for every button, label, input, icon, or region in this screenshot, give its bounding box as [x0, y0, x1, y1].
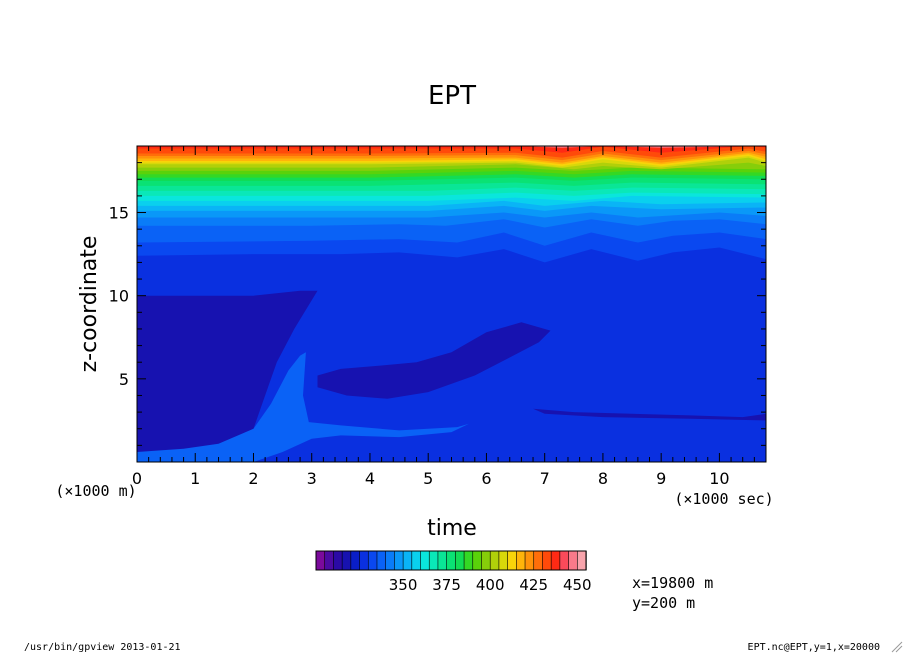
contour-band-455: [137, 146, 766, 148]
colorbar-swatch: [333, 550, 343, 571]
contour-field: [137, 129, 766, 462]
annotation-y: y=200 m: [632, 594, 695, 612]
chart-title: EPT: [428, 81, 476, 111]
colorbar-swatch: [550, 550, 561, 571]
annotation-x: x=19800 m: [632, 574, 713, 592]
colorbar-swatch: [420, 550, 430, 571]
colorbar-swatch: [524, 550, 535, 571]
x-tick-label: 5: [423, 469, 433, 488]
axes: 0 1 2 3 4 5 6 7 8 9 10 5 10 15: [109, 145, 767, 488]
colorbar-swatch: [411, 550, 422, 571]
colorbar-swatch: [315, 550, 326, 571]
region-mid-pool: [317, 322, 551, 399]
colorbar-swatch: [533, 550, 544, 571]
y-axis-unit: (×1000 m): [55, 482, 136, 500]
colorbar-swatch: [542, 550, 552, 571]
contour-band-445: [137, 146, 766, 158]
y-tick-label: 10: [109, 287, 129, 306]
colorbar-swatch: [568, 550, 578, 571]
colorbar-swatch: [455, 550, 465, 571]
colorbar-tick-label: 350: [389, 576, 418, 594]
x-axis-label: time: [427, 516, 477, 541]
region-low-pool: [533, 408, 766, 421]
colorbar-swatch: [481, 550, 491, 571]
colorbar: 350 375 400 425 450: [315, 550, 592, 594]
colorbar-swatch: [507, 550, 518, 571]
colorbar-tick-label: 450: [563, 576, 592, 594]
x-tick-label: 2: [248, 469, 258, 488]
x-tick-label: 1: [190, 469, 200, 488]
above-top-blank: [137, 129, 766, 146]
x-tick-label: 7: [540, 469, 550, 488]
colorbar-swatch: [516, 550, 526, 571]
x-tick-label: 4: [365, 469, 375, 488]
y-tick-label: 5: [119, 370, 129, 389]
colorbar-swatch: [402, 550, 413, 571]
y-axis-label: z-coordinate: [77, 236, 102, 373]
x-tick-label: 0: [132, 469, 142, 488]
colorbar-swatch: [437, 550, 448, 571]
colorbar-swatch: [576, 550, 587, 571]
colorbar-swatch: [498, 550, 509, 571]
colorbar-swatch: [376, 550, 387, 571]
footer-left: /usr/bin/gpview 2013-01-21: [24, 642, 181, 653]
x-tick-label: 6: [481, 469, 491, 488]
region-warm-surface-layer: [137, 352, 469, 462]
colorbar-swatch: [359, 550, 369, 571]
x-tick-label: 9: [656, 469, 666, 488]
colorbar-swatch: [385, 550, 396, 571]
colorbar-tick-label: 400: [476, 576, 505, 594]
colorbar-tick-label: 425: [519, 576, 548, 594]
colorbar-frame: [315, 550, 587, 571]
resize-grip-icon[interactable]: [891, 641, 903, 653]
colorbar-tick-label: 375: [432, 576, 461, 594]
colorbar-swatch: [489, 550, 500, 571]
colorbar-swatch: [428, 550, 439, 571]
y-tick-label: 15: [109, 204, 129, 223]
colorbar-swatch: [446, 550, 457, 571]
x-tick-label: 8: [598, 469, 608, 488]
colorbar-swatch: [341, 550, 352, 571]
colorbar-swatch: [472, 550, 483, 571]
colorbar-swatch: [367, 550, 378, 571]
colorbar-swatch: [350, 550, 361, 571]
x-tick-label: 3: [307, 469, 317, 488]
contour-band-450: [137, 146, 766, 153]
region-cold-pool-lower: [137, 290, 318, 456]
colorbar-swatch: [324, 550, 335, 571]
colorbar-swatch: [559, 550, 570, 571]
x-tick-label: 10: [709, 469, 729, 488]
x-axis-unit: (×1000 sec): [674, 490, 773, 508]
colorbar-swatch: [463, 550, 474, 571]
footer-right: EPT.nc@EPT,y=1,x=20000: [748, 642, 880, 653]
colorbar-swatch: [394, 550, 404, 571]
